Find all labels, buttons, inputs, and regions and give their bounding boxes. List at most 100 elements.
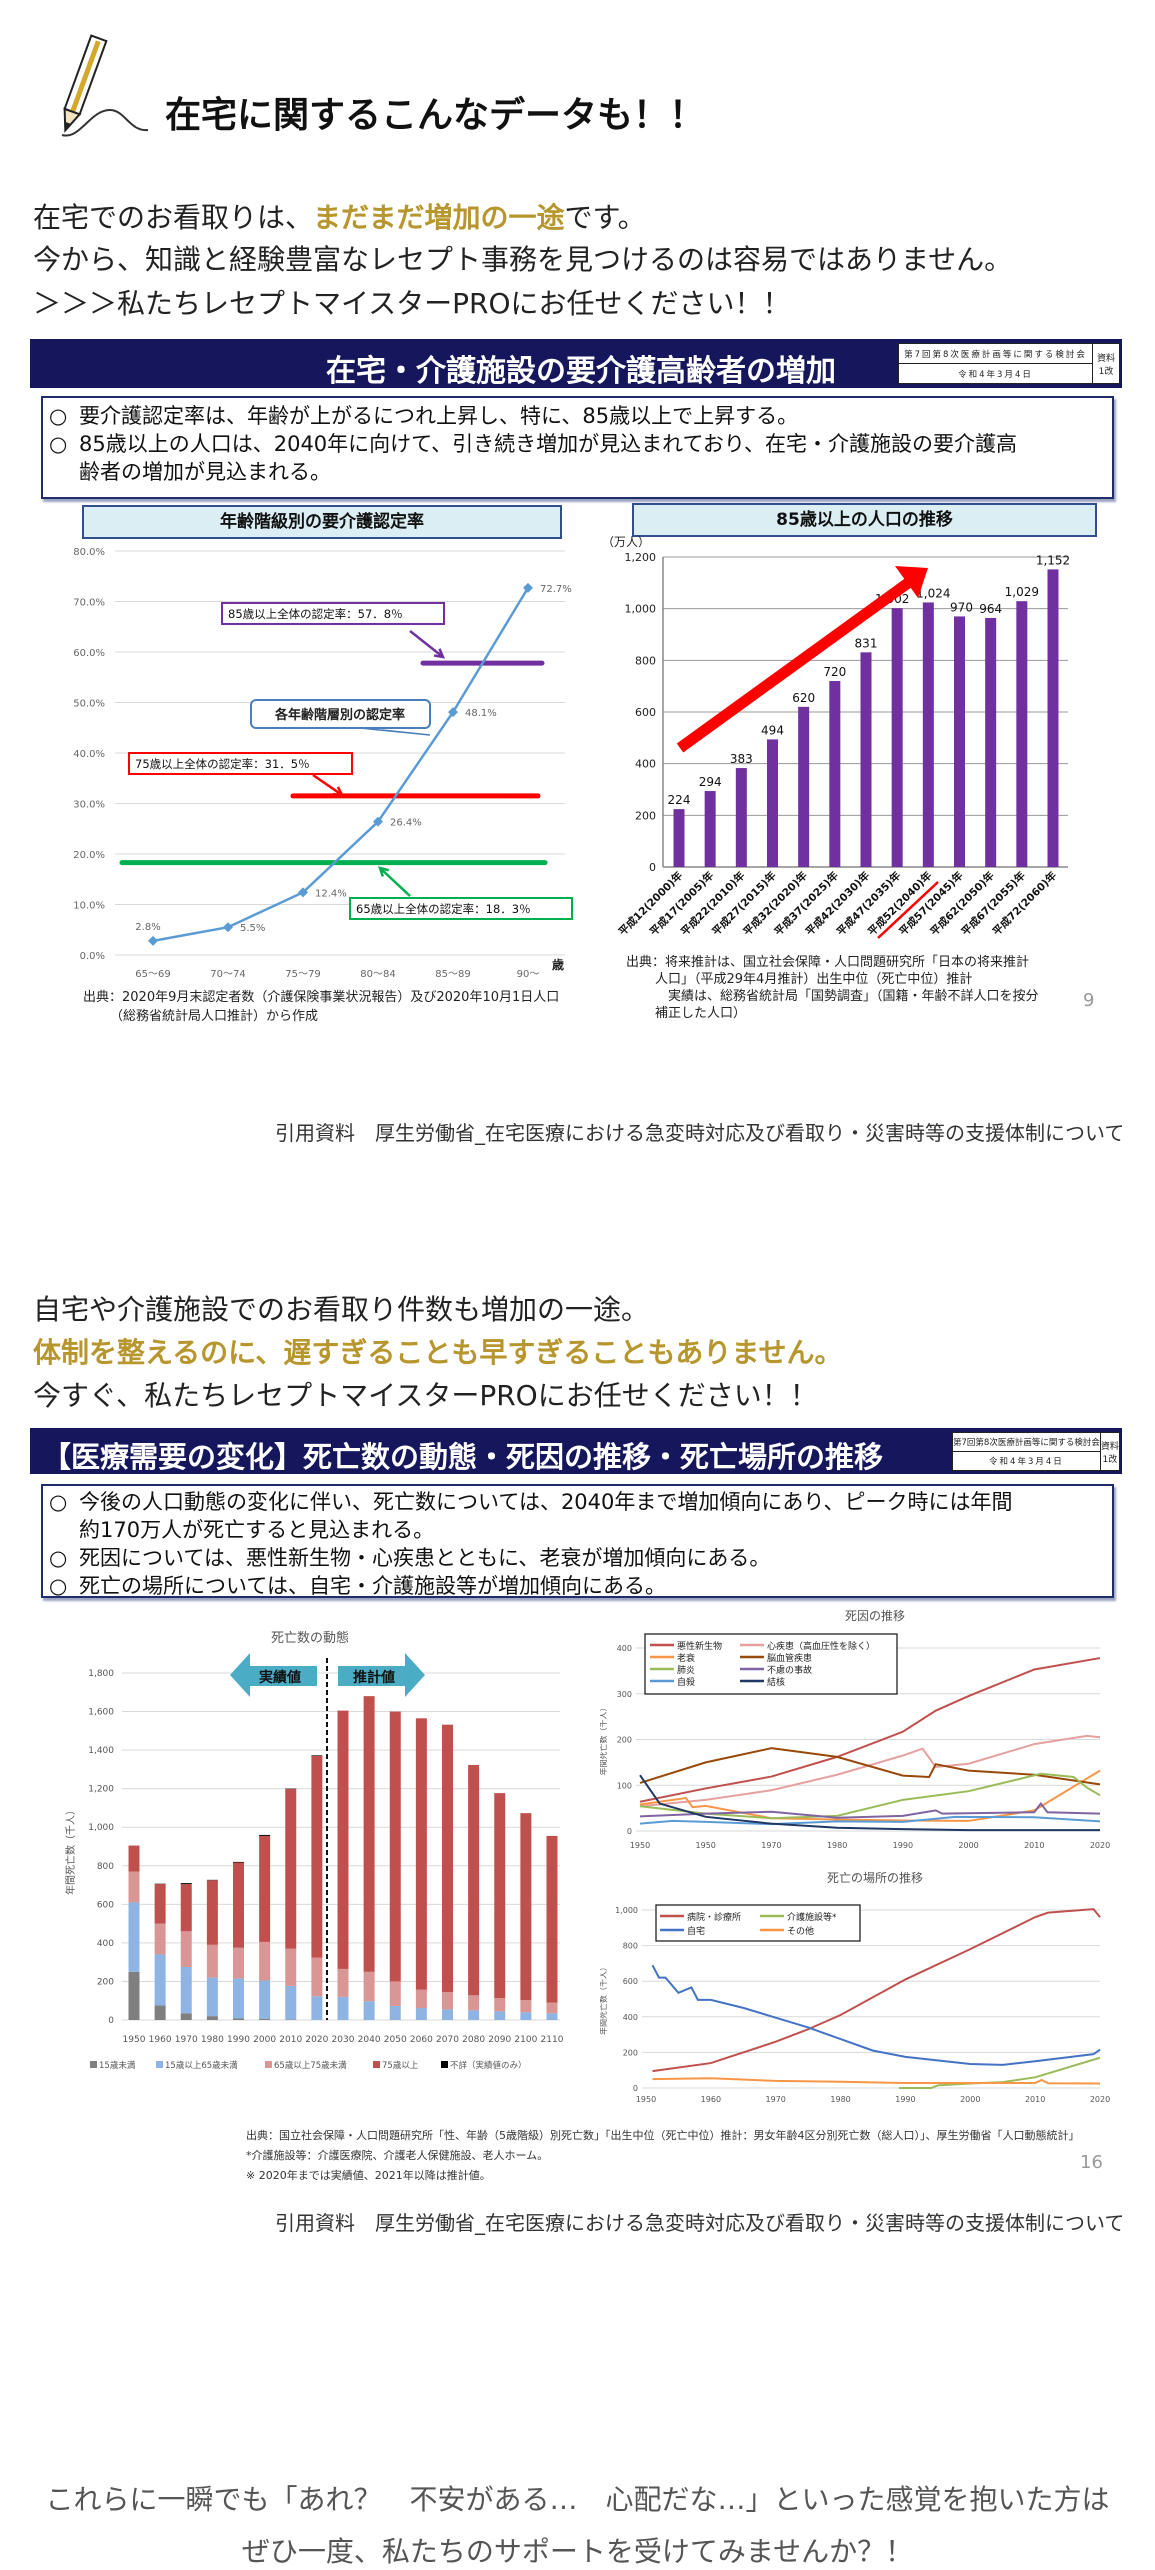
x-tick-label: 1970 (766, 2095, 786, 2104)
stacked-bar-segment (338, 1997, 349, 2020)
slide2-header-bar: 【医療需要の変化】死亡数の動態・死因の推移・死亡場所の推移 第7回第8次医療計画… (30, 1428, 1122, 1474)
slide2-source-line1: 出典：国立社会保障・人口問題研究所「性、年齢（5歳階級）別死亡数」「出生中位（死… (246, 2126, 1080, 2146)
bar-value-label: 831 (855, 636, 878, 650)
bar (829, 681, 840, 867)
stacked-bar-segment (338, 1711, 349, 1969)
x-tick-label: 1980 (201, 2035, 224, 2045)
closing-line-1: これらに一瞬でも「あれ？ 不安がある… 心配だな…」といった感覚を抱いた方は (0, 2478, 1155, 2518)
y-tick-label: 400 (635, 758, 656, 771)
stacked-bar-segment (181, 1883, 192, 1884)
bar-value-label: 720 (823, 665, 846, 679)
bullet-text: 85歳以上の人口は、2040年に向けて、引き続き増加が見込まれており、在宅・介護… (79, 430, 1017, 458)
y-tick-label: 50.0% (73, 699, 105, 710)
trend-arrow (680, 583, 908, 748)
stacked-bar-segment (129, 1902, 140, 1971)
bar (767, 739, 778, 867)
stacked-bar-segment (207, 2016, 218, 2020)
bullet-text: 死因については、悪性新生物・心疾患とともに、老衰が増加傾向にある。 (79, 1544, 770, 1572)
bar (736, 768, 747, 867)
y-tick-label: 10.0% (73, 901, 105, 912)
arrow-icon (380, 868, 410, 896)
y-tick-label: 600 (635, 706, 656, 719)
y-tick-label: 0 (627, 1827, 632, 1836)
stacked-bar-segment (547, 1836, 558, 2003)
y-tick-label: 20.0% (73, 850, 105, 861)
stacked-bar-segment (181, 1931, 192, 1967)
data-point (148, 936, 158, 946)
meeting-name-line2: 等に関する検討会 (1003, 348, 1087, 360)
legend-label: 15歳未満 (99, 2060, 136, 2071)
data-label: 26.4% (390, 818, 422, 829)
bar (923, 602, 934, 867)
series-line (652, 2078, 1100, 2083)
meeting-date: 令和4年3月4日 (953, 1451, 1100, 1470)
y-tick-label: 0 (633, 2084, 638, 2093)
bar-value-label: 1,029 (1005, 585, 1039, 599)
legend-label: 介護施設等* (787, 1911, 837, 1923)
y-tick-label: 800 (635, 654, 656, 667)
legend-label: 病院・診療所 (687, 1911, 741, 1923)
data-point (223, 922, 233, 932)
slide1-summary-box: ○要介護認定率は、年齢が上がるにつれ上昇し、特に、85歳以上で上昇する。 ○85… (41, 396, 1114, 499)
x-tick-label: 2010 (1024, 1841, 1044, 1850)
chart-title: 死亡数の動態 (271, 1630, 349, 1646)
stacked-bar-segment (442, 2009, 453, 2020)
stacked-bar-segment (364, 2001, 375, 2020)
y-tick-label: 200 (623, 2048, 638, 2057)
reference-label: 65歳以上全体の認定率：18．3％ (356, 902, 531, 916)
stacked-bar-segment (181, 1884, 192, 1931)
slide2-source-line3: ※ 2020年までは実績値、2021年以降は推計値。 (246, 2166, 491, 2186)
middle-line-3: 今すぐ、私たちレセプトマイスターPROにお任せください！！ (33, 1376, 818, 1416)
summary-bullet: ○85歳以上の人口は、2040年に向けて、引き続き増加が見込まれており、在宅・介… (43, 430, 1112, 458)
y-tick-label: 300 (617, 1690, 632, 1699)
bullet-marker: ○ (43, 1544, 79, 1572)
stacked-bar-segment (129, 1872, 140, 1903)
x-tick-label: 1990 (227, 2035, 250, 2045)
x-tick-label: 65～69 (135, 969, 170, 980)
stacked-bar-segment (364, 1972, 375, 2001)
reference-label: 75歳以上全体の認定率：31．5％ (135, 757, 310, 771)
arrow-icon (313, 775, 342, 795)
stacked-bar-segment (311, 1996, 322, 2020)
x-tick-label: 1980 (830, 2095, 850, 2104)
stacked-bar-segment (259, 1942, 270, 1981)
callout-label: 各年齢階層別の認定率 (274, 707, 405, 723)
stacked-bar-segment (233, 1863, 244, 1948)
x-tick-label: 2020 (305, 2035, 328, 2045)
bar (954, 616, 965, 867)
stacked-bar-segment (259, 1836, 270, 1942)
x-tick-label: 90～ (517, 969, 540, 980)
x-tick-label: 2020 (1090, 1841, 1110, 1850)
slide2-source-line2: *介護施設等：介護医療院、介護老人保健施設、老人ホーム。 (246, 2146, 548, 2166)
stacked-bar-segment (390, 1712, 401, 1982)
legend-label: 15歳以上65歳未満 (165, 2060, 238, 2071)
bar (1048, 569, 1059, 867)
x-tick-label: 1990 (893, 1841, 913, 1850)
stacked-bar-segment (285, 1986, 296, 2020)
legend-label: 不詳（実績値のみ） (450, 2060, 527, 2071)
x-tick-label: 85～89 (435, 969, 470, 980)
stacked-bar-segment (155, 1884, 166, 1924)
data-label: 2.8% (135, 922, 160, 933)
y-tick-label: 400 (617, 1644, 632, 1653)
summary-bullet: ○今後の人口動態の変化に伴い、死亡数については、2040年まで増加傾向にあり、ピ… (43, 1488, 1112, 1516)
legend-label: 自殺 (677, 1676, 695, 1688)
x-tick-label: 2000 (958, 1841, 978, 1850)
stacked-bar-segment (181, 1967, 192, 2013)
bar-value-label: 970 (950, 600, 973, 614)
stacked-bar-segment (520, 1813, 531, 2000)
callout-pointer (360, 728, 430, 735)
x-tick-label: 2080 (462, 2035, 485, 2045)
stacked-bar-segment (155, 2006, 166, 2020)
summary-bullet-continued: 約170万人が死亡すると見込まれる。 (43, 1516, 1112, 1544)
legend-label: 心疾患（高血圧性を除く） (767, 1640, 875, 1652)
y-tick-label: 600 (623, 1977, 638, 1986)
bar-value-label: 383 (730, 752, 753, 766)
stacked-bar-segment (468, 1995, 479, 2010)
stacked-bar-segment (520, 2000, 531, 2012)
y-tick-label: 800 (623, 1942, 638, 1951)
y-tick-label: 100 (617, 1781, 632, 1790)
stacked-bar-segment (416, 1718, 427, 1989)
x-tick-label: 2090 (488, 2035, 511, 2045)
